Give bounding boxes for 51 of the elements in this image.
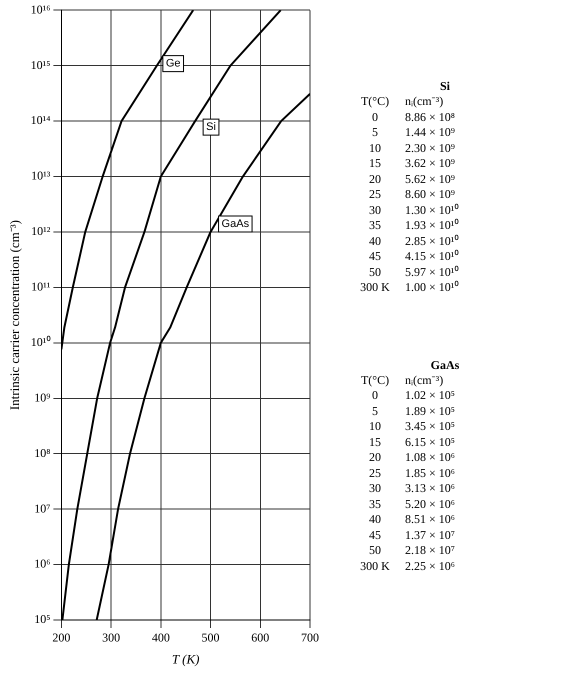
text: 50 5.97 × 10¹⁰	[369, 264, 458, 278]
text: 30 1.30 × 10¹⁰	[369, 202, 458, 216]
series-label: GaAs	[222, 218, 250, 230]
x-tick-label: 700	[301, 630, 319, 644]
y-axis-title: Intrinsic carrier concentration (cm⁻³)	[7, 220, 22, 410]
text: 15 3.62 × 10⁹	[369, 156, 455, 170]
y-tick-label: 10⁸	[34, 446, 50, 460]
text: 0 8.86 × 10⁸	[372, 110, 455, 124]
y-tick-label: 10¹⁰	[30, 334, 50, 349]
text: 50 2.18 × 10⁷	[369, 543, 455, 557]
text: 20 1.08 × 10⁶	[369, 450, 455, 464]
text: 35 5.20 × 10⁶	[369, 496, 455, 510]
text: 40 2.85 × 10¹⁰	[369, 234, 458, 248]
text: 10 2.30 × 10⁹	[369, 140, 455, 154]
text: 300 K 1.00 × 10¹⁰	[360, 280, 458, 294]
y-tick-label: 10¹⁶	[30, 2, 50, 16]
y-tick-label: 10¹²	[31, 224, 51, 238]
text: T(°C) nᵢ(cm⁻³)	[360, 372, 444, 386]
text: 20 5.62 × 10⁹	[369, 172, 455, 186]
text: 15 6.15 × 10⁵	[369, 434, 455, 448]
text: 300 K 2.25 × 10⁶	[360, 558, 455, 572]
x-tick-label: 400	[152, 630, 170, 644]
y-tick-label: 10⁶	[34, 556, 50, 571]
y-tick-label: 10¹¹	[31, 280, 51, 294]
text: Si	[438, 79, 451, 94]
y-tick-label: 10⁹	[34, 390, 50, 404]
text: 30 3.13 × 10⁶	[369, 481, 455, 495]
text: 25 1.85 × 10⁶	[369, 466, 455, 480]
text: 35 1.93 × 10¹⁰	[369, 218, 458, 232]
x-tick-label: 600	[251, 630, 270, 644]
text: 10 3.45 × 10⁵	[369, 419, 455, 433]
x-tick-label: 300	[102, 630, 120, 644]
x-axis-title: T (K)	[172, 652, 200, 667]
text: 25 8.60 × 10⁹	[369, 187, 455, 201]
series-label: Si	[206, 121, 216, 134]
y-tick-label: 10¹⁴	[30, 113, 50, 128]
y-tick-label: 10⁷	[34, 501, 50, 516]
y-tick-label: 10⁵	[34, 612, 50, 626]
text: 40 8.51 × 10⁶	[369, 512, 455, 526]
text: T(°C) nᵢ(cm⁻³)	[360, 94, 444, 108]
series-label: Ge	[166, 58, 181, 70]
y-tick-label: 10¹⁵	[30, 58, 50, 72]
x-tick-label: 200	[52, 630, 70, 644]
text: 45 1.37 × 10⁷	[369, 528, 455, 542]
text: 5 1.44 × 10⁹	[372, 125, 455, 139]
text: 0 1.02 × 10⁵	[372, 388, 455, 402]
text: 45 4.15 × 10¹⁰	[369, 249, 458, 263]
text: 5 1.89 × 10⁵	[372, 404, 455, 418]
y-tick-label: 10¹³	[31, 168, 51, 183]
x-tick-label: 500	[202, 630, 220, 644]
text: GaAs	[430, 358, 460, 372]
